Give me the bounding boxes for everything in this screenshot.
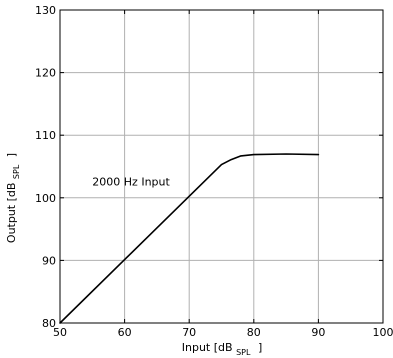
label-layer: Input [dB SPL ] Output [dB SPL ] — [5, 153, 262, 358]
y-axis-label-main: Output [dB — [5, 183, 18, 244]
chart-annotation: 2000 Hz Input — [92, 175, 170, 188]
series-layer — [59, 153, 320, 324]
series-line — [59, 153, 320, 324]
y-tick-label: 80 — [42, 317, 56, 330]
y-tick-label: 110 — [35, 129, 56, 142]
x-axis-label-main: Input [dB — [182, 341, 233, 354]
y-tick-label: 130 — [35, 4, 56, 17]
grid-layer — [60, 10, 383, 323]
x-tick-label: 90 — [311, 326, 325, 339]
y-axis-label-sub: SPL — [12, 164, 21, 179]
x-tick-label: 50 — [53, 326, 67, 339]
annotation-layer: 2000 Hz Input — [92, 175, 170, 188]
tick-layer: 50 60 70 80 90 100 80 90 100 110 120 130 — [35, 4, 393, 339]
x-axis-label-end: ] — [258, 341, 262, 354]
y-axis-label-end: ] — [5, 153, 18, 157]
x-tick-label: 100 — [373, 326, 393, 339]
y-axis-label: Output [dB SPL ] — [5, 153, 22, 243]
plot-frame — [59, 9, 384, 324]
x-tick-label: 80 — [247, 326, 261, 339]
x-axis-label-sub: SPL — [236, 348, 251, 357]
x-axis-label: Input [dB SPL ] — [182, 341, 262, 358]
x-tick-label: 60 — [118, 326, 132, 339]
y-tick-label: 90 — [42, 254, 56, 267]
x-tick-label: 70 — [182, 326, 196, 339]
y-tick-label: 120 — [35, 67, 56, 80]
y-tick-label: 100 — [35, 192, 56, 205]
